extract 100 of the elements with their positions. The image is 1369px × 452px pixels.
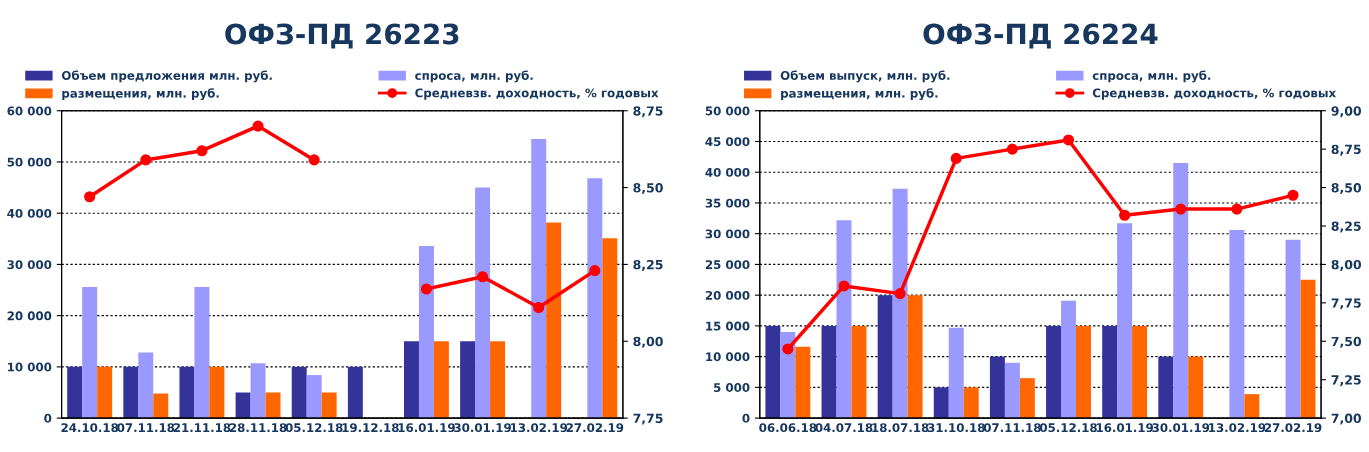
point (84, 191, 96, 203)
bar (836, 220, 852, 419)
x-tick-label: 24.10.18 (61, 423, 119, 433)
x-tick-label: 30.01.19 (454, 423, 511, 433)
bar (1102, 325, 1118, 419)
x-tick-label: 30.01.19 (1152, 423, 1210, 433)
bar (821, 325, 837, 419)
point (838, 280, 850, 292)
bar (877, 295, 893, 419)
bar (347, 366, 363, 419)
bar (1285, 239, 1301, 419)
y-tick-label: 50 000 (705, 106, 750, 116)
point (1175, 203, 1187, 215)
bar (1188, 356, 1204, 419)
point (1119, 209, 1131, 221)
x-tick-label: 16.01.19 (1096, 423, 1154, 433)
point (252, 120, 264, 132)
y-tick-label: 5 000 (714, 383, 750, 393)
x-tick-label: 04.07.18 (815, 423, 873, 433)
bar (765, 325, 781, 419)
legend-label: спроса, млн. руб. (1092, 70, 1211, 83)
y-tick-label: 35 000 (705, 198, 750, 208)
point (477, 271, 489, 283)
y2-tick-label: 7,75 (1331, 298, 1361, 310)
bar (1229, 230, 1245, 419)
bar (97, 366, 113, 419)
x-tick-label: 31.10.18 (927, 423, 985, 433)
bar (82, 286, 98, 419)
bar (933, 387, 949, 419)
bar (1004, 362, 1020, 419)
y-tick-label: 0 (742, 413, 750, 423)
y2-tick-label: 8,50 (1331, 183, 1362, 195)
point (950, 152, 962, 164)
chart-title: ОФЗ-ПД 26223 (225, 23, 459, 49)
y-tick-label: 10 000 (706, 352, 750, 362)
y2-tick-label: 9,00 (1331, 106, 1362, 118)
bar (1075, 325, 1091, 419)
point (782, 343, 794, 355)
y2-tick-label: 8,25 (633, 259, 663, 271)
y2-tick-label: 8,25 (1331, 221, 1361, 233)
x-tick-label: 21.11.18 (173, 423, 231, 433)
bar (235, 392, 251, 419)
bar (250, 363, 266, 419)
y-tick-label: 20 000 (705, 290, 750, 300)
bar (403, 341, 419, 419)
y2-tick-label: 7,00 (1331, 413, 1362, 425)
x-tick-label: 16.01.19 (398, 423, 455, 433)
bar (1158, 356, 1174, 419)
bar (948, 327, 964, 419)
point (589, 265, 601, 277)
bar (531, 138, 547, 419)
legend-label: Объем выпуск, млн. руб. (780, 70, 950, 83)
point (894, 288, 906, 300)
y2-tick-label: 7,25 (1331, 375, 1361, 387)
bar (123, 366, 139, 419)
point (308, 154, 320, 166)
bar (321, 392, 337, 419)
bar (602, 238, 618, 419)
point (420, 283, 432, 295)
x-tick-label: 27.02.19 (1264, 423, 1322, 433)
x-tick-label: 05.12.18 (1039, 423, 1097, 433)
bar (153, 393, 169, 419)
bar (291, 366, 307, 419)
point (1006, 143, 1018, 155)
bar (265, 392, 281, 419)
y-tick-label: 0 (44, 413, 52, 423)
bar (138, 352, 154, 419)
y-tick-label: 30 000 (705, 229, 750, 239)
x-tick-label: 13.02.19 (1209, 423, 1266, 433)
bar (1061, 300, 1076, 419)
point (196, 145, 208, 157)
point (1231, 203, 1243, 215)
y-tick-label: 30 000 (7, 260, 52, 270)
x-tick-label: 07.11.18 (117, 423, 175, 433)
legend-label: размещения, млн. руб. (62, 88, 219, 101)
bar (306, 375, 322, 419)
y-tick-label: 15 000 (706, 321, 750, 331)
y-tick-label: 50 000 (7, 157, 52, 167)
bar (587, 178, 603, 419)
x-tick-label: 13.02.19 (510, 423, 568, 433)
bar (418, 245, 434, 419)
bar (475, 187, 491, 419)
y2-tick-label: 7,50 (1331, 336, 1362, 348)
bar (989, 356, 1005, 419)
bar (460, 341, 476, 419)
x-tick-label: 28.11.18 (229, 423, 287, 433)
y-tick-label: 40 000 (705, 167, 750, 177)
bar (194, 286, 210, 419)
bar (892, 188, 908, 419)
bar (780, 332, 796, 419)
chart-title: ОФЗ-ПД 26224 (923, 23, 1158, 49)
x-tick-label: 18.07.18 (872, 423, 929, 433)
y2-tick-label: 8,75 (1331, 144, 1361, 156)
bar (851, 325, 867, 419)
bar (1173, 162, 1189, 419)
bar (490, 341, 506, 419)
bar (1300, 279, 1316, 419)
bar (433, 341, 449, 419)
y-tick-label: 60 000 (7, 106, 52, 116)
legend-label: спроса, млн. руб. (415, 70, 533, 83)
